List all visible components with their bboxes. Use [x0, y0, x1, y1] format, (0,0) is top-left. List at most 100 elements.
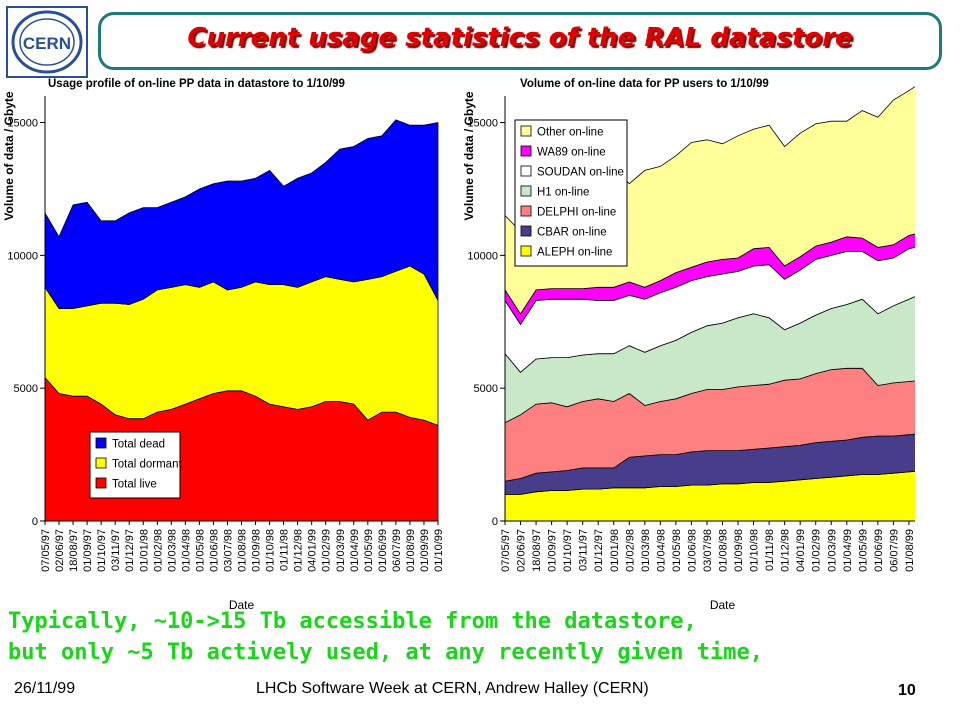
x-tick-label: 18/08/97 — [68, 529, 80, 572]
x-tick-label: 01/04/98 — [180, 529, 192, 572]
y-tick-label: 5000 — [474, 383, 498, 395]
x-tick-label: 01/06/99 — [377, 529, 389, 572]
legend-swatch-aleph-on-line — [520, 245, 532, 257]
x-tick-label: 01/08/99 — [405, 529, 417, 572]
x-tick-label: 01/02/98 — [152, 529, 164, 572]
x-tick-label: 01/01/98 — [609, 529, 621, 572]
x-tick-label: 01/02/98 — [624, 529, 636, 572]
x-tick-label: 01/09/99 — [419, 529, 431, 572]
body-line-2: but only ~5 Tb actively used, at any rec… — [8, 640, 763, 665]
x-tick-label: 01/06/99 — [873, 529, 885, 572]
cern-logo: CERN — [6, 6, 88, 78]
x-tick-label: 01/03/99 — [826, 529, 838, 572]
legend-label-total-dormant: Total dormant — [112, 459, 182, 471]
x-tick-label: 01/04/99 — [349, 529, 361, 572]
x-tick-label: 01/02/99 — [811, 529, 823, 572]
chart-legend: Total dead Total dormant Total live — [89, 431, 182, 499]
x-tick-label: 01/09/97 — [547, 529, 559, 572]
x-tick-label: 07/05/97 — [500, 529, 512, 572]
y-tick-label: 15000 — [467, 118, 498, 130]
logo-text: CERN — [23, 34, 71, 53]
x-tick-label: 01/05/99 — [363, 529, 375, 572]
x-tick-label: 07/05/97 — [40, 529, 52, 572]
legend-box — [514, 119, 628, 267]
x-tick-label: 18/08/97 — [531, 529, 543, 572]
legend-label-soudan-on-line: SOUDAN on-line — [537, 167, 624, 179]
x-tick-label: 01/11/98 — [279, 529, 291, 571]
x-tick-label: 01/10/97 — [562, 529, 574, 572]
x-tick-label: 01/05/99 — [857, 529, 869, 572]
x-tick-label: 01/01/98 — [138, 529, 150, 572]
x-tick-label: 01/06/98 — [208, 529, 220, 572]
legend-label-total-dead: Total dead — [112, 439, 165, 451]
x-tick-label: 03/11/97 — [578, 529, 590, 571]
x-tick-label: 01/10/97 — [96, 529, 108, 572]
legend-label-delphi-on-line: DELPHI on-line — [537, 207, 616, 219]
legend-label-aleph-on-line: ALEPH on-line — [537, 247, 612, 259]
chart-1-title: Usage profile of on-line PP data in data… — [48, 78, 345, 90]
x-tick-label: 01/11/98 — [764, 529, 776, 571]
legend-swatch-total-dormant — [95, 457, 107, 469]
x-tick-label: 01/03/98 — [640, 529, 652, 572]
legend-swatch-cbar-on-line — [520, 225, 532, 237]
x-tick-label: 01/10/98 — [265, 529, 277, 572]
legend-swatch-total-dead — [95, 437, 107, 449]
x-tick-label: 01/08/98 — [237, 529, 249, 572]
x-tick-label: 01/12/98 — [780, 529, 792, 572]
x-tick-label: 01/05/98 — [194, 529, 206, 572]
x-tick-label: 01/12/98 — [293, 529, 305, 572]
y-tick-label: 10000 — [467, 250, 498, 262]
x-tick-label: 01/04/99 — [842, 529, 854, 572]
x-tick-label: 04/01/99 — [795, 529, 807, 572]
y-tick-label: 10000 — [7, 250, 38, 262]
x-tick-label: 03/07/98 — [702, 529, 714, 572]
x-tick-label: 01/08/99 — [904, 529, 915, 572]
x-tick-label: 02/06/97 — [516, 529, 528, 572]
x-axis-title: Date — [229, 598, 255, 610]
legend-swatch-soudan-on-line — [520, 165, 532, 177]
chart-2-title: Volume of on-line data for PP users to 1… — [520, 78, 769, 90]
slide-title: Current usage statistics of the RAL data… — [187, 23, 853, 53]
x-tick-label: 03/11/97 — [110, 529, 122, 571]
footer-date: 26/11/99 — [14, 680, 76, 697]
x-tick-label: 01/12/97 — [124, 529, 136, 572]
y-tick-label: 5000 — [14, 383, 38, 395]
x-tick-label: 01/05/98 — [671, 529, 683, 572]
footer-title: LHCb Software Week at CERN, Andrew Halle… — [256, 680, 649, 697]
y-axis-title: Volume of data / Gbyte — [462, 91, 476, 220]
legend-swatch-h1-on-line — [520, 185, 532, 197]
legend-label-other-on-line: Other on-line — [537, 127, 603, 139]
x-tick-label: 01/02/99 — [321, 529, 333, 572]
y-axis-title: Volume of data / Gbyte — [2, 91, 16, 220]
legend-swatch-wa89-on-line — [520, 145, 532, 157]
legend-label-wa89-on-line: WA89 on-line — [537, 147, 606, 159]
legend-swatch-total-live — [95, 477, 107, 489]
slide-title-box: Current usage statistics of the RAL data… — [98, 12, 942, 70]
x-tick-label: 01/10/98 — [749, 529, 761, 572]
legend-swatch-delphi-on-line — [520, 205, 532, 217]
y-tick-label: 0 — [32, 516, 38, 528]
x-tick-label: 04/01/99 — [307, 529, 319, 572]
x-tick-label: 01/09/98 — [251, 529, 263, 572]
legend-swatch-other-on-line — [520, 125, 532, 137]
body-line-1: Typically, ~10->15 Tb accessible from th… — [8, 609, 697, 634]
x-tick-label: 01/08/98 — [718, 529, 730, 572]
x-tick-label: 01/06/98 — [686, 529, 698, 572]
x-tick-label: 02/06/97 — [54, 529, 66, 572]
x-tick-label: 01/10/99 — [433, 529, 445, 572]
x-tick-label: 06/07/99 — [391, 529, 403, 572]
x-tick-label: 01/03/99 — [335, 529, 347, 572]
y-tick-label: 15000 — [7, 118, 38, 130]
page-number: 10 — [898, 682, 916, 699]
x-tick-label: 01/09/98 — [733, 529, 745, 572]
y-tick-label: 0 — [492, 516, 498, 528]
legend-label-h1-on-line: H1 on-line — [537, 187, 589, 199]
x-tick-label: 01/09/97 — [82, 529, 94, 572]
chart-legend: Other on-line WA89 on-line SOUDAN on-line H… — [514, 119, 628, 267]
x-tick-label: 01/03/98 — [166, 529, 178, 572]
x-axis-title: Date — [710, 598, 736, 610]
x-tick-label: 03/07/98 — [223, 529, 235, 572]
legend-label-total-live: Total live — [112, 479, 157, 491]
legend-label-cbar-on-line: CBAR on-line — [537, 227, 607, 239]
